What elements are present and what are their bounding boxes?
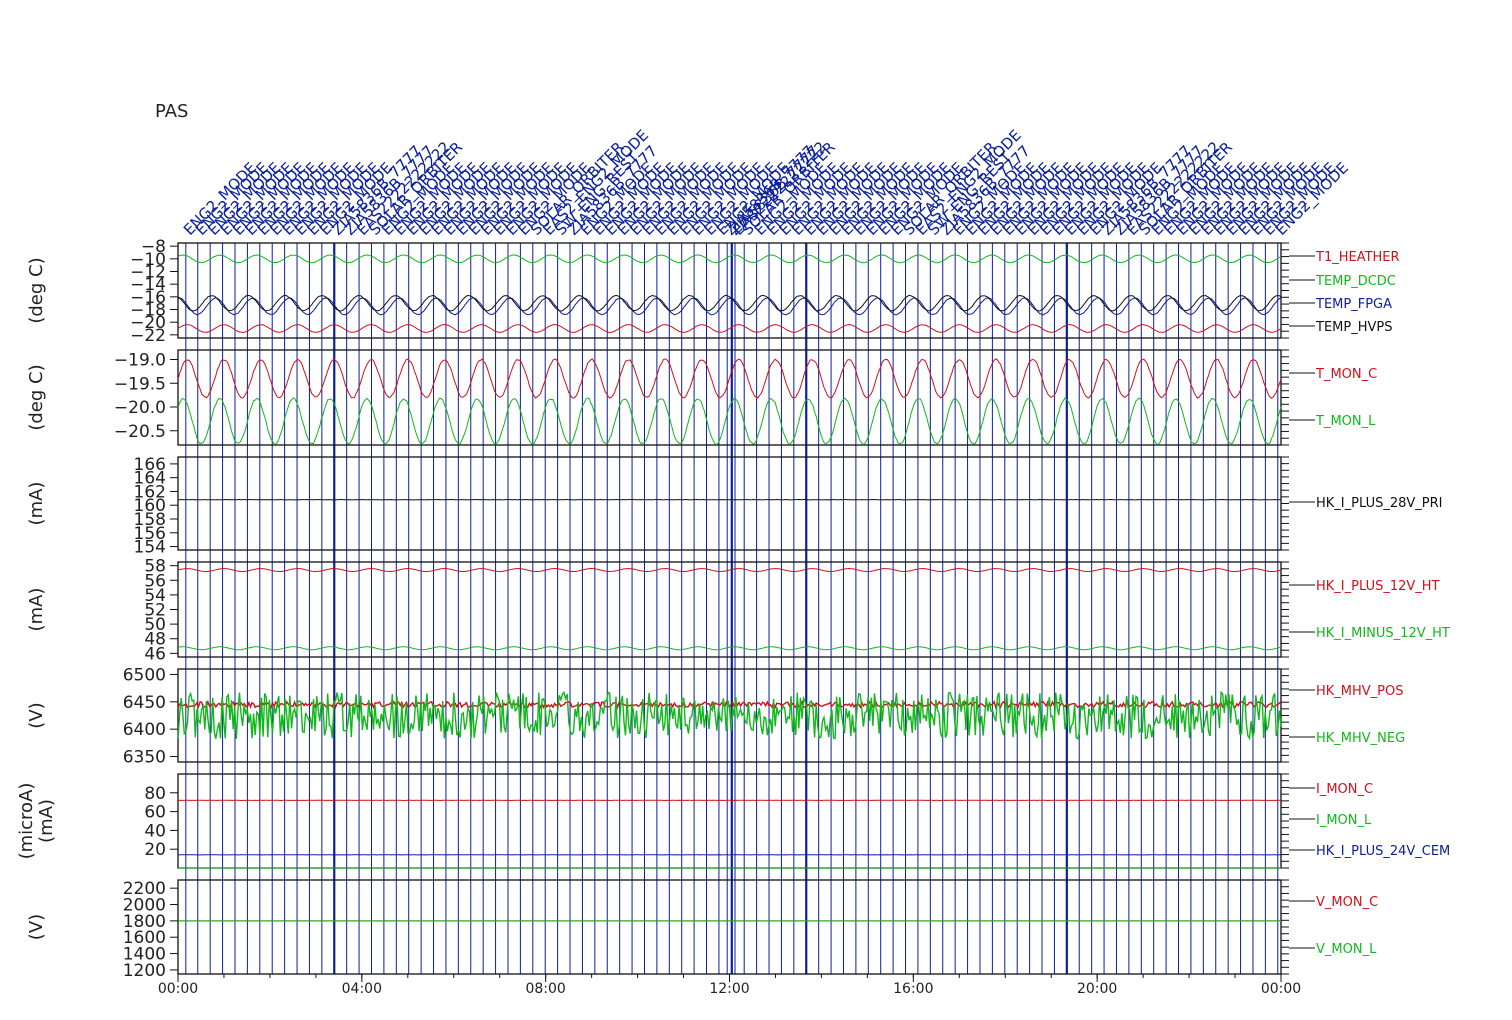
legend-entry: HK_I_PLUS_28V_PRI [1316,496,1442,511]
y-tick-label: 2200 [123,879,166,899]
panel-frame [177,561,1282,658]
y-tick-label: −20 [130,313,166,333]
legend-entry: I_MON_L [1316,813,1372,828]
y-axis-unit: (deg C) [26,257,47,323]
x-tick-label: 16:00 [893,981,933,997]
panel-frame [177,456,1282,551]
y-tick-label: 56 [144,571,166,591]
y-axis-unit: (mA) [26,588,47,632]
panel-frame [177,879,1282,975]
legend-entry: T_MON_C [1315,367,1377,382]
x-tick-label: 12:00 [709,981,749,997]
y-tick-label: 162 [134,482,166,502]
legend-entry: T_MON_L [1315,414,1376,429]
y-tick-label: −8 [141,237,166,257]
panel-frame [177,242,1282,339]
x-tick-label: 04:00 [342,981,382,997]
y-tick-label: −22 [130,326,166,346]
y-tick-label: 166 [134,455,166,475]
y-tick-label: 52 [144,601,166,621]
y-tick-label: −12 [130,263,166,283]
y-tick-label: −14 [130,275,166,295]
series-line-temp-dcdc [177,254,1282,264]
legend-entry: TEMP_DCDC [1315,274,1396,289]
x-tick-label: 08:00 [525,981,565,997]
y-tick-label: 156 [134,524,166,544]
series-line-t-mon-l [177,397,1282,446]
chart-title: PAS [155,101,188,122]
legend-entry: V_MON_L [1316,942,1377,957]
y-tick-label: −19.5 [114,374,166,394]
y-tick-label: 80 [144,784,166,804]
chart-panels: −8−10−12−14−16−18−20−22 (deg C) T1_HEATHER… [16,237,1450,981]
y-tick-label: −10 [130,250,166,270]
y-tick-label: 6450 [123,693,166,713]
x-tick-label: 20:00 [1077,981,1117,997]
y-tick-label: −19.0 [114,351,166,371]
y-tick-label: 40 [144,821,166,841]
legend-entry: HK_I_MINUS_12V_HT [1316,626,1450,641]
x-tick-label: 00:00 [158,981,198,997]
series-line-t1-heather [177,324,1282,333]
panel-frame [177,773,1282,869]
y-tick-label: 60 [144,803,166,823]
series-line-t-mon-c [177,358,1282,399]
y-tick-label: 50 [144,615,166,635]
x-tick-label: 00:00 [1261,981,1301,997]
y-tick-label: −16 [130,288,166,308]
panel-2: −19.0 −19.5 −20.0 −20.5 (deg C) T_MON_C T_MON_… [26,349,1377,446]
y-tick-label: 6350 [123,748,166,768]
y-tick-label: −18 [130,301,166,321]
legend-entry: HK_MHV_NEG [1316,731,1405,746]
y-axis-unit: (V) [26,702,47,728]
y-axis-unit: (mA) [36,799,57,843]
y-tick-label: 48 [144,630,166,650]
y-tick-label: 6400 [123,720,166,740]
y-tick-label: 58 [144,557,166,577]
y-tick-label: 1400 [123,945,166,965]
y-axis-unit: (V) [26,914,47,940]
y-tick-label: 1200 [123,961,166,981]
series-line-temp-hvps [177,294,1282,312]
legend-entry: HK_I_PLUS_12V_HT [1316,579,1440,594]
y-axis-unit: (mA) [26,482,47,526]
y-tick-label: 2000 [123,896,166,916]
y-tick-label: −20.5 [114,422,166,442]
y-axis-unit: (microA) [16,783,37,860]
y-axis-unit: (deg C) [26,364,47,430]
x-axis: 00:00 04:00 08:00 12:00 16:00 20:00 00:00 [158,974,1301,997]
y-tick-label: 6500 [123,665,166,685]
legend-entry: TEMP_HVPS [1315,320,1392,335]
panel-1: −8−10−12−14−16−18−20−22 (deg C) T1_HEATHER… [26,237,1400,346]
legend-entry: TEMP_FPGA [1315,297,1392,312]
series-line-hk-i-plus-12v-ht [177,567,1282,573]
y-tick-label: 164 [134,469,166,489]
y-tick-label: 46 [144,644,166,664]
series-line-hk-mhv-neg [177,690,1282,741]
y-tick-label: 160 [134,496,166,516]
event-labels: ENG2_MODEENG2_MODEENG2_MODEENG2_MODEENG2… [180,126,1353,239]
y-tick-label: 20 [144,840,166,860]
y-tick-label: 154 [134,538,166,558]
series-line-hk-i-minus-12v-ht [177,646,1282,651]
legend-entry: T1_HEATHER [1315,250,1400,265]
legend-entry: HK_MHV_POS [1316,684,1404,699]
legend-entry: HK_I_PLUS_24V_CEM [1316,844,1450,859]
y-tick-label: 1600 [123,928,166,948]
y-tick-label: 158 [134,510,166,530]
legend-entry: I_MON_C [1316,782,1373,797]
y-tick-label: 1800 [123,912,166,932]
event-markers [185,243,1279,974]
y-tick-label: 54 [144,586,166,606]
y-tick-label: −20.0 [114,398,166,418]
series-line-temp-fpga [177,297,1282,316]
legend-entry: V_MON_C [1316,895,1378,910]
panel-5: 6500 6450 6400 6350 (V) HK_MHV_POS HK_MHV_NEG [26,665,1405,767]
panel-frame [177,349,1282,446]
